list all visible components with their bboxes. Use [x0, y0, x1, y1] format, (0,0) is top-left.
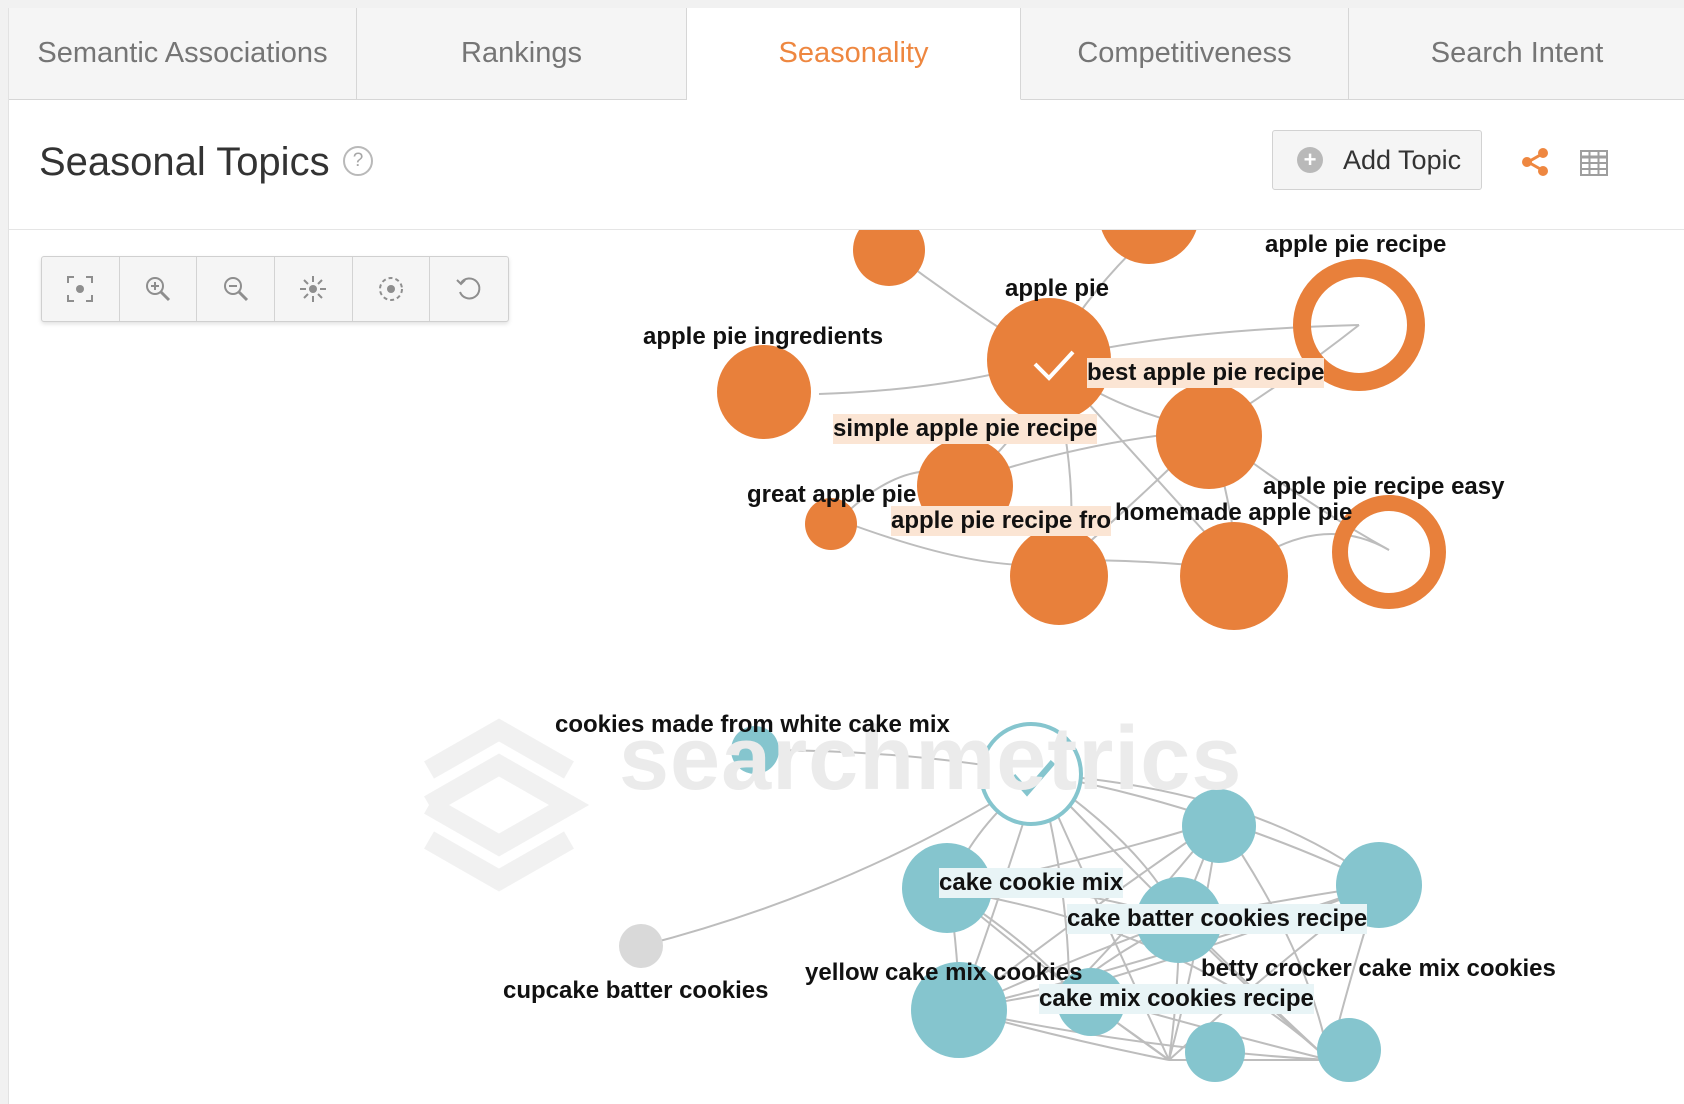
fit-to-screen-icon — [67, 276, 94, 302]
add-topic-button[interactable]: + Add Topic — [1272, 130, 1482, 190]
check-icon — [1010, 760, 1056, 797]
reset-icon — [456, 277, 481, 300]
tab-semantic-associations[interactable]: Semantic Associations — [9, 8, 357, 100]
graph-node[interactable] — [1317, 1018, 1381, 1082]
share-icon[interactable] — [1519, 146, 1551, 178]
app-window: Semantic Associations Rankings Seasonali… — [8, 8, 1684, 1104]
graph-node-cupcake-batter-cookies[interactable] — [619, 924, 663, 968]
topic-network-graph[interactable]: searchmetrics apple pie recipe apple pie… — [9, 230, 1684, 1104]
graph-node-yellow-cake-mix-cookies[interactable] — [911, 962, 1007, 1058]
node-label: apple pie — [1005, 275, 1110, 302]
spread-nodes-icon — [300, 276, 327, 302]
graph-node-apple-pie-recipe[interactable] — [1293, 259, 1425, 391]
add-topic-label: Add Topic — [1343, 144, 1462, 175]
node-label: cake mix cookies recipe — [1039, 984, 1314, 1014]
graph-node[interactable] — [1185, 1022, 1245, 1082]
graph-node-apple-pie-ingredients[interactable] — [717, 345, 811, 439]
graph-node-homemade-apple-pie[interactable] — [1180, 522, 1288, 630]
tab-rankings[interactable]: Rankings — [357, 8, 687, 100]
center-focus-button[interactable] — [353, 257, 431, 321]
graph-node[interactable] — [1182, 789, 1256, 863]
graph-node[interactable] — [853, 230, 925, 286]
check-icon — [1033, 350, 1075, 381]
node-label: homemade apple pie — [1115, 499, 1353, 526]
question-circle-icon[interactable]: ? — [343, 146, 373, 176]
plus-circle-icon: + — [1297, 147, 1323, 173]
fit-to-screen-button[interactable] — [42, 257, 120, 321]
graph-node-cake-mix-cookies[interactable] — [979, 722, 1083, 826]
zoom-in-icon — [146, 277, 171, 302]
graph-node-great-apple-pie[interactable] — [805, 498, 857, 550]
node-label: apple pie recipe easy — [1263, 473, 1505, 500]
node-label: apple pie recipe — [1265, 231, 1447, 258]
tab-competitiveness[interactable]: Competitiveness — [1021, 8, 1349, 100]
node-label: betty crocker cake mix cookies — [1201, 955, 1556, 982]
node-label: apple pie recipe fro — [891, 506, 1112, 536]
watermark-logo — [424, 718, 590, 892]
graph-node-apple-pie-recipe-from-scratch[interactable] — [1010, 527, 1108, 625]
node-label: cake batter cookies recipe — [1067, 904, 1368, 934]
node-label: great apple pie — [747, 481, 917, 508]
zoom-in-button[interactable] — [120, 257, 198, 321]
node-label: cupcake batter cookies — [503, 977, 769, 1004]
graph-node-apple-pie[interactable] — [987, 298, 1111, 422]
panel-header: Seasonal Topics ? + Add Topic — [9, 100, 1684, 230]
graph-node-best-apple-pie-recipe[interactable] — [1156, 383, 1262, 489]
center-focus-icon — [379, 277, 404, 301]
reset-button[interactable] — [430, 257, 508, 321]
page-title: Seasonal Topics — [39, 140, 330, 184]
zoom-out-button[interactable] — [197, 257, 276, 321]
graph-node-cookies-made-from-white-cake-mix[interactable] — [731, 726, 779, 774]
tab-search-intent[interactable]: Search Intent — [1349, 8, 1684, 100]
tab-bar: Semantic Associations Rankings Seasonali… — [9, 8, 1684, 100]
graph-node-apple-pie-recipe-easy[interactable] — [1332, 495, 1446, 609]
node-label: apple pie ingredients — [643, 323, 884, 350]
watermark-text: searchmetrics — [619, 709, 1243, 809]
graph-node[interactable] — [1099, 230, 1199, 264]
graph-toolbar — [41, 256, 509, 322]
node-label: cake cookie mix — [939, 868, 1124, 898]
table-grid-icon[interactable] — [1579, 148, 1609, 178]
node-label: best apple pie recipe — [1087, 358, 1325, 388]
spread-nodes-button[interactable] — [275, 257, 353, 321]
tab-seasonality[interactable]: Seasonality — [687, 8, 1021, 100]
node-label: yellow cake mix cookies — [805, 959, 1083, 986]
node-label: simple apple pie recipe — [833, 414, 1098, 444]
node-label: cookies made from white cake mix — [555, 711, 950, 738]
zoom-out-icon — [223, 277, 248, 302]
